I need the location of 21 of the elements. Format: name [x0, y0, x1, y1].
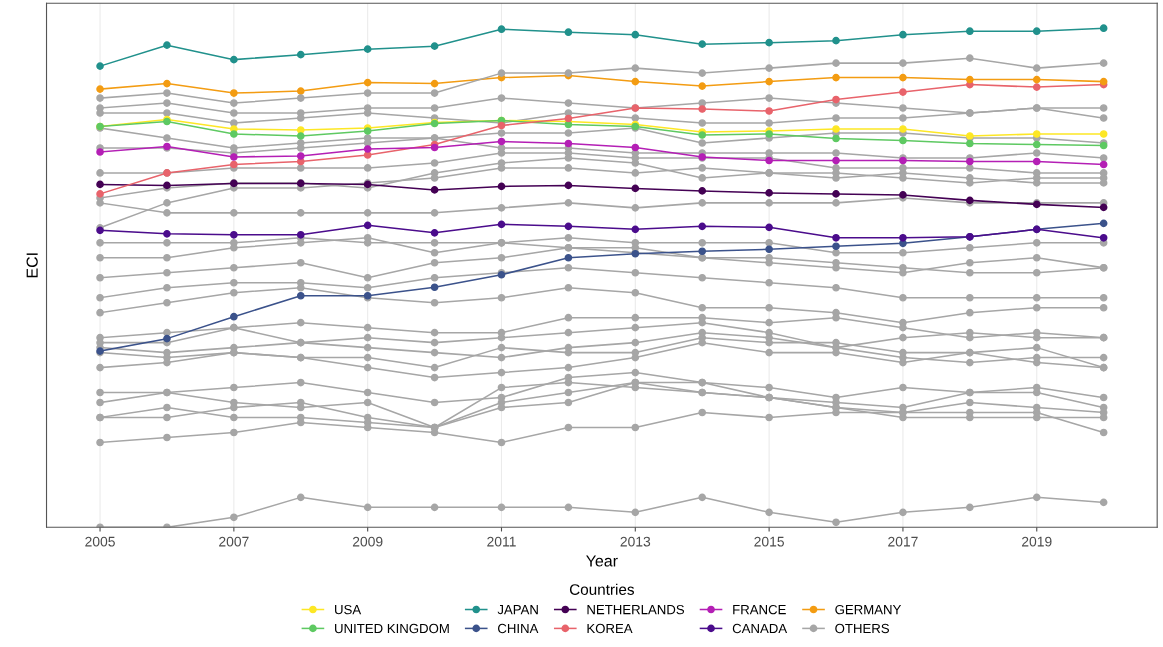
x-tick-label: 2007: [219, 536, 249, 547]
x-tick-label: 2009: [352, 536, 383, 547]
y-axis-title: ECI: [26, 253, 38, 278]
legend-label: UNITED KINGDOM: [335, 623, 449, 634]
legend-label: NETHERLANDS: [587, 604, 685, 615]
legend-label: JAPAN: [497, 605, 538, 615]
legend-label: OTHERS: [835, 623, 890, 634]
x-tick-label: 2017: [888, 536, 918, 547]
legend-label: FRANCE: [733, 604, 786, 615]
legend-label: KOREA: [587, 623, 633, 634]
x-tick-label: 2011: [487, 536, 516, 547]
x-axis-title: Year: [586, 555, 618, 567]
legend-label: CHINA: [498, 623, 539, 634]
x-tick-label: 2019: [1022, 536, 1052, 547]
legend-label: CANADA: [732, 623, 788, 634]
x-tick-label: 2015: [754, 536, 784, 547]
x-tick-label: 2005: [85, 536, 115, 547]
legend-label: GERMANY: [835, 604, 902, 615]
legend-label: USA: [335, 604, 362, 615]
legend-title: Countries: [569, 583, 634, 595]
x-tick-label: 2013: [620, 536, 651, 547]
